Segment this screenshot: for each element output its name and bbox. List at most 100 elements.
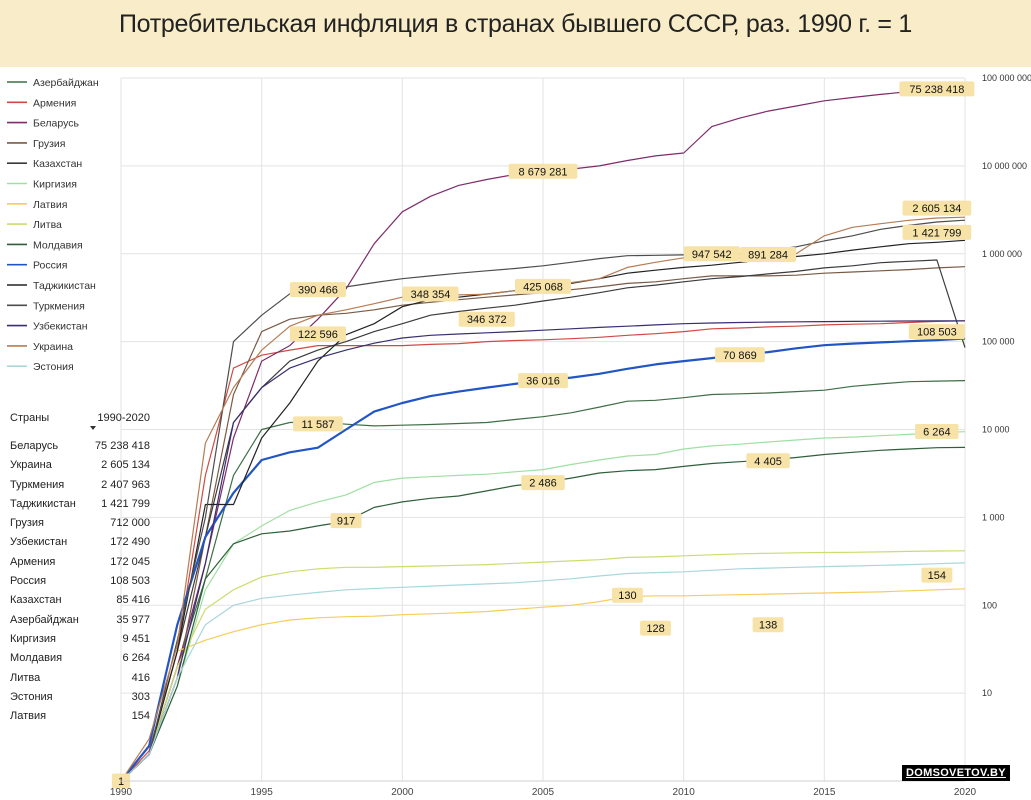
annotation-box (740, 247, 797, 263)
summary-table-rows: Беларусь 75 238 418 Украина 2 605 134 Туркме… (10, 437, 150, 726)
annotation-box (518, 373, 568, 389)
legend-label: Беларусь (33, 118, 79, 130)
table-cell-value: 9 451 (122, 632, 150, 645)
table-cell-country: Молдавия (10, 652, 63, 665)
legend-label: Латвия (33, 199, 67, 211)
legend-label: Грузия (33, 138, 65, 150)
annotation-label: 128 (646, 623, 664, 635)
series-line-6 (120, 431, 966, 782)
legend-label: Азербайджан (33, 77, 99, 89)
table-row: Казахстан 85 416 (10, 591, 150, 610)
table-row: Беларусь 75 238 418 (10, 437, 150, 456)
table-cell-value: 172 490 (110, 536, 150, 549)
annotation-box (640, 620, 671, 636)
annotation-label: 6 264 (923, 426, 951, 438)
annotation-box (715, 347, 765, 363)
annotation-label: 36 016 (526, 376, 560, 388)
annotation-label: 2 605 134 (912, 203, 961, 215)
annotation-label: 917 (337, 516, 355, 528)
annotation-label: 891 284 (748, 250, 788, 262)
annotation-label: 348 354 (411, 289, 451, 301)
legend-label: Казахстан (33, 158, 82, 170)
x-tick-label: 2000 (391, 787, 414, 798)
table-cell-value: 85 416 (116, 594, 150, 607)
legend: Азербайджан Армения Беларусь Грузия Казахста… (7, 77, 99, 373)
table-cell-country: Туркмения (10, 478, 65, 491)
annotation-box (902, 224, 972, 240)
annotation-label: 11 587 (302, 419, 335, 431)
annotation-label: 1 (118, 776, 124, 788)
grid-lines (120, 77, 966, 781)
legend-label: Россия (33, 260, 67, 272)
annotation-label: 8 679 281 (519, 166, 568, 178)
annotation-label: 75 238 418 (909, 84, 964, 96)
series-line-2 (120, 320, 966, 782)
table-cell-country: Казахстан (10, 594, 62, 607)
annotation-box (293, 416, 343, 432)
table-row: Латвия 154 (10, 707, 150, 726)
title-bar: Потребительская инфляция в странах бывше… (0, 0, 1031, 67)
table-row: Украина 2 605 134 (10, 456, 150, 475)
annotation-box (902, 200, 972, 216)
table-cell-value: 712 000 (110, 517, 150, 530)
table-cell-country: Таджикистан (10, 497, 76, 510)
annotation-label: 425 068 (523, 281, 563, 293)
table-cell-value: 1 421 799 (101, 497, 150, 510)
annotation-label: 154 (928, 570, 946, 582)
annotation-label: 130 (618, 590, 636, 602)
y-tick-label: 10 000 (982, 425, 1010, 435)
series-line-12 (120, 219, 966, 782)
y-tick-label: 100 (982, 600, 997, 610)
series-line-13 (120, 320, 966, 782)
annotation-box (921, 567, 953, 583)
table-cell-value: 303 (131, 690, 150, 703)
table-row: Грузия 712 000 (10, 514, 150, 533)
legend-label: Армения (33, 97, 76, 109)
annotation-box (458, 311, 515, 327)
annotation-box (402, 286, 459, 302)
table-cell-country: Грузия (10, 517, 44, 530)
annotation-box (330, 513, 362, 529)
legend-label: Туркмения (33, 300, 85, 312)
annotation-label: 346 372 (467, 314, 507, 326)
annotation-box (514, 278, 572, 294)
table-cell-country: Беларусь (10, 440, 59, 452)
legend-label: Литва (33, 219, 62, 231)
table-cell-country: Армения (10, 555, 56, 568)
y-tick-label: 1 000 000 (982, 249, 1022, 259)
annotation-box (899, 81, 975, 97)
y-tick-label: 1 000 (982, 512, 1005, 522)
table-cell-value: 35 977 (116, 613, 150, 626)
table-row: Молдавия 6 264 (10, 649, 150, 668)
table-row: Узбекистан 172 490 (10, 533, 150, 552)
table-cell-country: Узбекистан (10, 536, 68, 549)
sort-desc-icon[interactable] (90, 426, 96, 430)
x-tick-label: 2015 (813, 787, 836, 798)
table-header-period[interactable]: 1990-2020 (97, 412, 150, 424)
annotation-box (683, 246, 740, 262)
table-row: Армения 172 045 (10, 553, 150, 572)
annotation-label: 108 503 (917, 327, 957, 339)
legend-label: Киргизия (33, 179, 77, 191)
table-row: Эстония 303 (10, 688, 150, 707)
table-row: Туркмения 2 407 963 (10, 476, 150, 495)
legend-label: Украина (33, 341, 73, 353)
annotation-box (746, 453, 790, 469)
annotation-label: 2 486 (529, 478, 557, 490)
annotation-box (915, 423, 959, 439)
x-tick-label: 2010 (673, 787, 696, 798)
table-header-countries: Страны (10, 412, 50, 424)
watermark[interactable]: DOMSOVETOV.BY (902, 765, 1010, 781)
annotation-box (289, 326, 346, 342)
chart-title: Потребительская инфляция в странах бывше… (119, 10, 912, 38)
table-cell-country: Литва (10, 671, 41, 684)
legend-label: Эстония (33, 361, 74, 373)
series-line-8 (120, 550, 966, 782)
table-row: Киргизия 9 451 (10, 630, 150, 649)
table-cell-value: 6 264 (122, 652, 150, 665)
y-tick-label: 100 000 000 (982, 73, 1031, 83)
table-cell-value: 108 503 (110, 575, 150, 588)
legend-label: Таджикистан (33, 280, 96, 292)
table-cell-value: 154 (131, 710, 150, 723)
